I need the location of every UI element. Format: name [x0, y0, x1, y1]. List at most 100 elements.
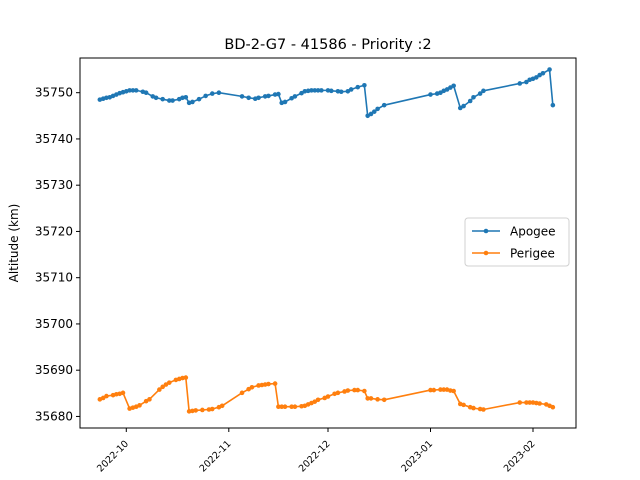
apogee-point: [368, 111, 374, 117]
apogee-point: [309, 88, 314, 93]
perigee-point: [239, 390, 245, 396]
apogee-point: [216, 90, 222, 95]
perigee-point: [365, 396, 370, 401]
apogee-point: [166, 98, 172, 103]
apogee-point: [130, 88, 136, 93]
perigee-point: [375, 397, 380, 402]
apogee-point: [315, 88, 321, 93]
apogee-point: [371, 109, 377, 114]
apogee-point: [209, 91, 215, 96]
apogee-point: [467, 98, 473, 104]
legend: Apogee Perigee: [464, 217, 570, 267]
apogee-point: [481, 88, 486, 94]
perigee-point: [272, 381, 278, 386]
perigee-point: [451, 388, 456, 394]
apogee-point: [282, 99, 288, 105]
perigee-point: [104, 393, 109, 399]
perigee-series: [97, 375, 556, 414]
perigee-point: [325, 394, 331, 399]
perigee-point: [335, 390, 341, 396]
perigee-point: [362, 388, 367, 394]
perigee-point: [550, 404, 556, 410]
apogee-point: [127, 88, 132, 93]
y-tick-label: 35700: [35, 317, 73, 331]
apogee-point: [428, 92, 433, 97]
perigee-point: [209, 406, 215, 412]
apogee-point: [239, 94, 245, 99]
perigee-point: [166, 380, 172, 385]
y-tick-label: 35740: [35, 132, 73, 146]
apogee-point: [196, 96, 202, 102]
perigee-point: [355, 387, 361, 393]
perigee-point: [527, 400, 533, 405]
apogee-point: [517, 81, 523, 86]
perigee-point: [471, 405, 476, 411]
apogee-point: [183, 95, 189, 100]
apogee-point: [292, 94, 298, 99]
perigee-point: [481, 407, 486, 412]
chart-title: BD-2-G7 - 41586 - Priority :2: [224, 37, 431, 53]
apogee-point: [153, 95, 159, 101]
perigee-point: [183, 375, 189, 380]
perigee-point: [381, 397, 387, 403]
perigee-point: [219, 403, 225, 409]
apogee-point: [276, 91, 281, 97]
perigee-point: [193, 408, 199, 413]
apogee-point: [471, 95, 476, 100]
y-tick-label: 35680: [35, 409, 73, 423]
perigee-point: [157, 387, 162, 392]
y-tick-label: 35750: [35, 86, 73, 100]
y-axis-ticks: 35680 35690 35700 35710 35720 35730 35740 35750: [35, 86, 80, 423]
apogee-point: [266, 93, 271, 99]
apogee-point: [160, 96, 165, 102]
apogee-point: [477, 91, 483, 96]
perigee-point: [368, 396, 374, 401]
apogee-point: [362, 82, 367, 88]
y-tick-label: 35690: [35, 363, 73, 377]
perigee-point: [315, 397, 321, 403]
apogee-point: [246, 95, 251, 101]
y-tick-label: 35730: [35, 178, 73, 192]
apogee-point: [319, 88, 324, 93]
perigee-point: [441, 387, 447, 392]
apogee-point: [550, 102, 556, 108]
apogee-point: [524, 79, 529, 85]
perigee-point: [431, 387, 437, 393]
apogee-point: [256, 95, 261, 101]
perigee-point: [120, 390, 126, 396]
apogee-point: [461, 103, 466, 109]
perigee-point: [461, 402, 466, 408]
perigee-point: [345, 388, 351, 393]
apogee-point: [381, 102, 387, 108]
perigee-point: [289, 404, 294, 410]
apogee-point: [540, 70, 546, 76]
legend-box: [464, 217, 570, 267]
legend-perigee-label: Perigee: [510, 247, 555, 261]
perigee-point: [279, 404, 285, 410]
apogee-point: [143, 90, 149, 95]
apogee-point: [338, 89, 344, 95]
perigee-point: [537, 401, 542, 406]
apogee-series: [97, 67, 556, 119]
apogee-point: [329, 88, 334, 94]
apogee-point: [312, 88, 318, 93]
y-tick-label: 35720: [35, 224, 73, 238]
perigee-point: [276, 404, 281, 410]
y-tick-label: 35710: [35, 271, 73, 285]
perigee-point: [137, 403, 142, 408]
apogee-point: [375, 106, 380, 112]
perigee-point: [282, 404, 288, 410]
apogee-point: [348, 87, 354, 92]
legend-apogee-marker: [483, 228, 489, 234]
apogee-point: [451, 83, 456, 89]
apogee-point: [534, 75, 539, 80]
perigee-point: [266, 381, 271, 387]
perigee-point: [200, 407, 205, 413]
apogee-point: [355, 84, 361, 90]
perigee-point: [438, 387, 443, 392]
legend-perigee-marker: [483, 250, 489, 256]
apogee-point: [133, 88, 139, 93]
perigee-point: [517, 400, 523, 405]
plot-series: [97, 67, 556, 414]
